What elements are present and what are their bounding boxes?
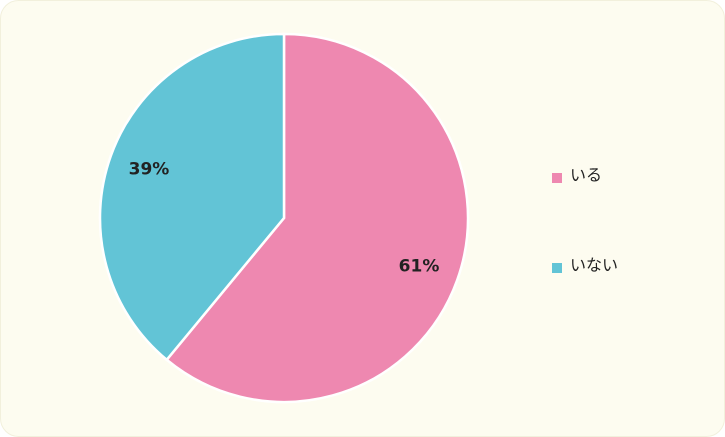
legend-swatch xyxy=(552,173,562,183)
data-label: 39% xyxy=(129,159,170,179)
legend-label: いない xyxy=(570,256,618,275)
data-label: 61% xyxy=(399,257,440,277)
legend-label: いる xyxy=(570,166,602,185)
pie-slice xyxy=(98,32,286,362)
legend-swatch xyxy=(552,263,562,273)
pie-slice xyxy=(164,32,470,404)
